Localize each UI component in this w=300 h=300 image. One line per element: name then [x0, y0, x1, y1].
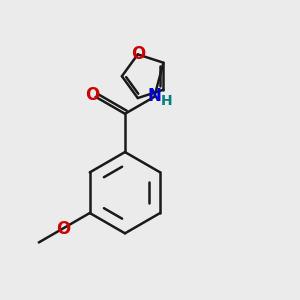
Text: O: O	[56, 220, 70, 238]
Text: O: O	[130, 45, 145, 63]
Text: O: O	[85, 86, 99, 104]
Text: N: N	[148, 87, 162, 105]
Text: H: H	[161, 94, 172, 108]
